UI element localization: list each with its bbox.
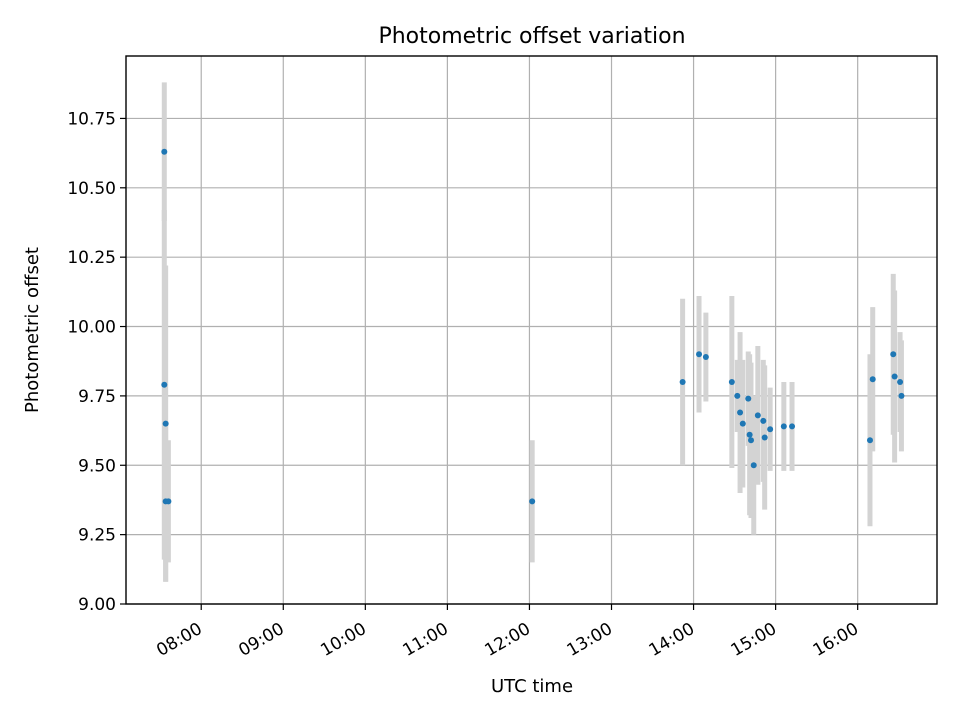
data-point	[761, 434, 768, 441]
data-point	[734, 392, 741, 399]
data-points	[161, 148, 905, 505]
y-tick-label: 9.00	[78, 595, 116, 615]
y-tick-label: 9.50	[78, 456, 116, 476]
data-point	[737, 409, 744, 416]
data-point	[789, 423, 796, 430]
x-tick-label: 12:00	[482, 619, 534, 661]
data-point	[748, 437, 755, 444]
data-point	[702, 354, 709, 361]
grid-lines	[126, 56, 937, 605]
data-point	[754, 412, 761, 419]
y-axis-label: Photometric offset	[22, 247, 43, 413]
chart-title: Photometric offset variation	[378, 24, 685, 49]
x-axis-label: UTC time	[491, 676, 573, 697]
x-tick-label: 11:00	[399, 619, 451, 661]
y-tick-label: 9.25	[78, 526, 116, 546]
data-point	[898, 392, 905, 399]
data-point	[161, 148, 168, 155]
data-point	[739, 420, 746, 427]
y-tick-label: 10.00	[67, 318, 116, 338]
y-tick-label: 10.25	[67, 248, 116, 268]
x-tick-label: 15:00	[728, 619, 780, 661]
error-bars	[161, 82, 904, 582]
data-point	[746, 431, 753, 438]
data-point	[696, 351, 703, 358]
x-tick-label: 09:00	[235, 619, 287, 661]
data-point	[745, 395, 752, 402]
data-point	[760, 417, 767, 424]
data-point	[529, 498, 536, 505]
data-point	[780, 423, 787, 430]
x-tick-label: 13:00	[564, 619, 616, 661]
data-point	[679, 379, 686, 386]
y-tick-label: 10.75	[67, 109, 116, 129]
data-point	[750, 462, 757, 469]
data-point	[162, 420, 169, 427]
x-tick-label: 08:00	[153, 619, 205, 661]
data-point	[728, 379, 735, 386]
data-point	[165, 498, 172, 505]
plot-frame	[125, 55, 938, 605]
x-tick-label: 10:00	[317, 619, 369, 661]
y-tick-label: 9.75	[78, 387, 116, 407]
y-axis-ticks: 9.00 9.25 9.50 9.75 10.00 10.25 10.50 10.75	[67, 109, 126, 615]
data-point	[869, 376, 876, 383]
x-tick-label: 16:00	[810, 619, 862, 661]
data-point	[161, 381, 168, 388]
x-tick-label: 14:00	[646, 619, 698, 661]
data-point	[891, 373, 898, 380]
data-point	[897, 379, 904, 386]
x-axis-ticks: 08:00 09:00 10:00 11:00 12:00 13:00 14:00 15:00…	[153, 604, 862, 661]
data-point	[866, 437, 873, 444]
y-tick-label: 10.50	[67, 179, 116, 199]
data-point	[767, 426, 774, 433]
data-point	[890, 351, 897, 358]
